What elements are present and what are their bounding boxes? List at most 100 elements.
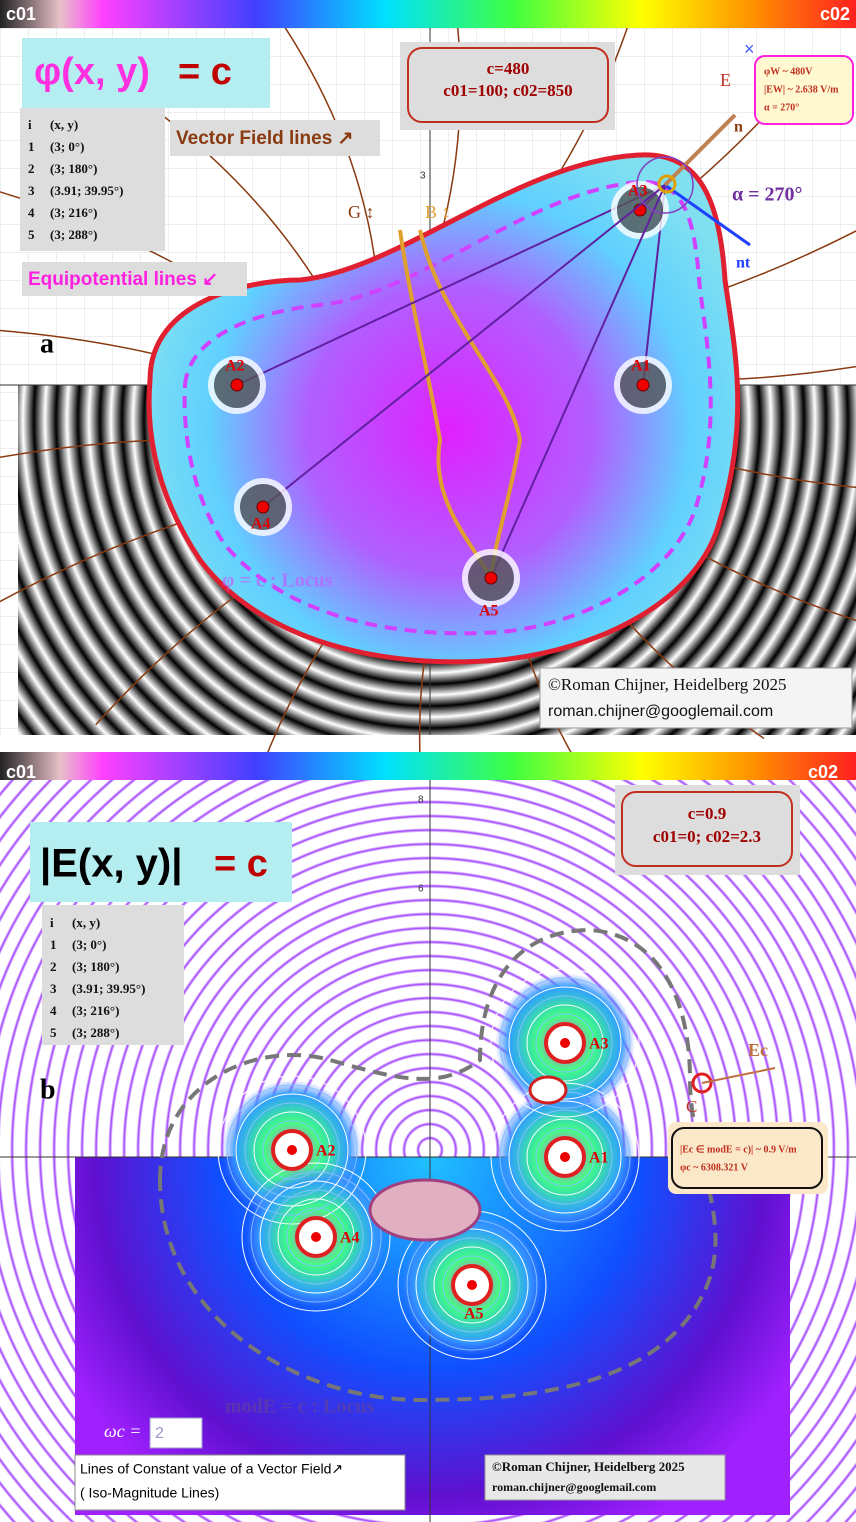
field-line-g <box>398 229 493 579</box>
vector-field-label: Vector Field lines ↗ <box>176 128 353 149</box>
param-line: c01=0; c02=2.3 <box>653 827 761 846</box>
nt-label: nt <box>736 255 751 272</box>
omega-label: ωc = <box>104 1421 141 1441</box>
info-box <box>754 55 854 125</box>
table-header: i <box>50 915 54 930</box>
zero-region <box>528 1075 568 1105</box>
table-cell: 2 <box>28 161 35 176</box>
charge <box>256 500 270 514</box>
info-panel <box>668 1122 828 1194</box>
iso-line <box>433 1246 511 1324</box>
point-label: A5 <box>479 603 499 620</box>
param-line: c=480 <box>487 59 530 78</box>
tangent-vector <box>664 183 751 247</box>
axis-tick: 8 <box>418 795 424 806</box>
colorbar <box>0 752 856 780</box>
points-table <box>42 905 184 1045</box>
alpha-label: α = 270° <box>732 184 803 206</box>
angle-arc <box>636 156 694 214</box>
iso-line <box>508 1100 622 1214</box>
charge <box>636 378 650 392</box>
iso-line <box>277 1198 355 1276</box>
colorbar-min: c01 <box>6 4 36 24</box>
charge <box>287 1145 297 1155</box>
iso-line <box>499 977 631 1109</box>
table-cell: (3; 180°) <box>50 161 97 176</box>
points-table <box>20 108 165 251</box>
iso-line <box>517 1109 613 1205</box>
point-label: A5 <box>464 1306 484 1323</box>
table-cell: 1 <box>28 139 35 154</box>
iso-line <box>535 1013 595 1073</box>
connector <box>490 184 666 579</box>
copyright-box <box>539 667 853 729</box>
copyright-line: roman.chijner@googlemail.com <box>548 703 773 720</box>
formula-rhs: = c <box>178 51 232 93</box>
info-box <box>671 1127 823 1189</box>
locus-label: modE = c : Locus <box>225 1396 374 1418</box>
charge <box>467 1280 477 1290</box>
equipotential-region <box>146 152 741 665</box>
axis-tick: 6 <box>418 884 424 895</box>
table-header: (x, y) <box>72 915 100 930</box>
formula-lhs: φ(x, y) <box>34 51 150 93</box>
table-cell: 5 <box>50 1025 57 1040</box>
table-cell: (3.91; 39.95°) <box>72 981 145 996</box>
vector-field-note <box>170 120 380 156</box>
iso-line <box>535 1127 595 1187</box>
iso-line <box>415 1228 529 1342</box>
table-cell: 3 <box>28 183 35 198</box>
point-w <box>657 174 677 194</box>
equipotential-label: Equipotential lines ↙ <box>28 269 218 290</box>
charge <box>560 1038 570 1048</box>
copyright-box <box>484 1454 726 1501</box>
param-line: c01=100; c02=850 <box>443 81 572 100</box>
iso-line <box>235 1093 349 1207</box>
point-c <box>691 1072 713 1094</box>
field-line-b <box>418 229 523 579</box>
table-header: i <box>28 117 32 132</box>
iso-line <box>268 1189 364 1285</box>
point-label: A1 <box>589 1150 609 1167</box>
info-line: α = 270° <box>764 102 799 113</box>
formula-box <box>22 38 270 108</box>
colorbar-min: c01 <box>6 762 36 782</box>
iso-line <box>262 1120 322 1180</box>
omega-value[interactable]: 2 <box>155 1425 164 1442</box>
saddle-region <box>368 1178 482 1242</box>
info-line: φW ~ 480V <box>764 66 813 77</box>
table-cell: 1 <box>50 937 57 952</box>
panel-letter: b <box>40 1074 56 1105</box>
iso-line <box>250 1171 382 1303</box>
params-panel <box>400 42 615 130</box>
iso-line <box>508 986 622 1100</box>
charge <box>484 571 498 585</box>
table-cell: (3; 216°) <box>50 205 97 220</box>
table-cell: (3; 288°) <box>72 1025 119 1040</box>
table-rows: i (x, y) 1 (3; 0°) 2 (3; 180°) 3 (3.91; 39.95°)… <box>28 117 123 242</box>
table-cell: 2 <box>50 959 57 974</box>
point-label: A2 <box>316 1143 336 1160</box>
b-label: B ↕ <box>425 202 451 222</box>
close-mark[interactable]: × <box>744 39 755 59</box>
charge <box>311 1232 321 1242</box>
axis-tick: 3 <box>420 171 426 182</box>
iso-line <box>490 968 640 1118</box>
iso-line <box>424 1237 520 1333</box>
params-box <box>407 47 609 123</box>
locus-curve <box>182 179 713 636</box>
iso-line <box>526 1118 604 1196</box>
normal-vector <box>663 113 737 187</box>
point-label: A2 <box>225 358 245 375</box>
table-cell: 3 <box>50 981 57 996</box>
formula-box <box>30 822 292 902</box>
omega-input[interactable] <box>149 1417 203 1449</box>
info-line: |EW| ~ 2.638 V/m <box>764 84 839 95</box>
caption-line: Lines of Constant value of a Vector Fiel… <box>80 1461 343 1477</box>
info-line: φc ~ 6308.321 V <box>680 1162 749 1173</box>
point-label: A4 <box>251 516 271 533</box>
